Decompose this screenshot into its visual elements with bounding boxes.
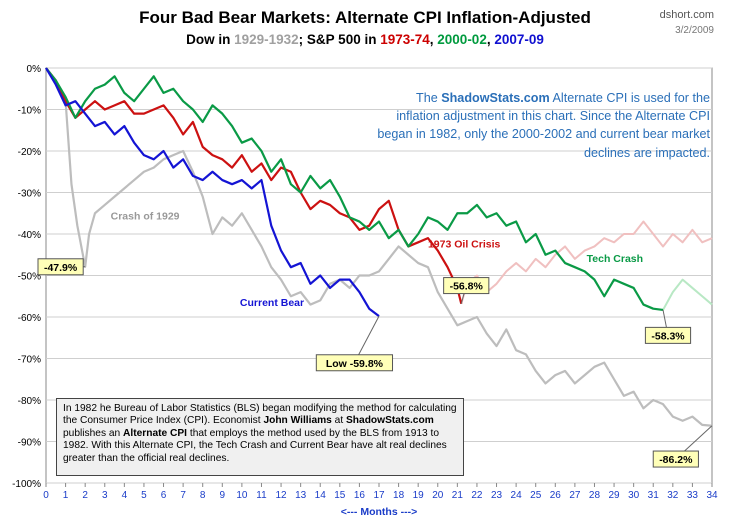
x-tick-label: 19	[413, 490, 425, 501]
series-label: Current Bear	[240, 297, 304, 309]
x-tick-label: 16	[354, 490, 366, 501]
y-tick-label: -40%	[18, 230, 41, 241]
x-tick-label: 3	[102, 490, 108, 501]
x-axis-label: <--- Months --->	[341, 506, 417, 518]
subtitle-part: 1929-1932	[234, 32, 299, 47]
series-line-tech-crash	[45, 67, 664, 312]
y-tick-label: -20%	[18, 147, 41, 158]
annotation-current-bear-text: Low -59.8%	[326, 358, 384, 370]
y-tick-label: 0%	[27, 64, 42, 75]
x-tick-label: 22	[471, 490, 483, 501]
note-text-part: ShadowStats.com	[346, 415, 434, 427]
subtitle-part: ,	[430, 32, 438, 47]
y-tick-label: -50%	[18, 272, 41, 283]
x-tick-label: 1	[63, 490, 69, 501]
x-tick-label: 8	[200, 490, 206, 501]
x-tick-label: 29	[608, 490, 620, 501]
x-tick-label: 25	[530, 490, 542, 501]
note-text-part: that employs the method used by the BLS …	[63, 427, 447, 464]
x-tick-label: 24	[511, 490, 523, 501]
x-tick-label: 0	[43, 490, 49, 501]
subtitle-part: ,	[487, 32, 495, 47]
callout-bold: ShadowStats.com	[441, 91, 550, 105]
series-line-current-bear	[45, 67, 380, 318]
subtitle-part: 2000-02	[437, 32, 487, 47]
series-line-crash-of-1929	[45, 67, 713, 427]
callout-pre: The	[416, 91, 442, 105]
x-tick-label: 14	[315, 490, 327, 501]
x-tick-label: 28	[589, 490, 601, 501]
note-text-part: John Williams	[263, 415, 332, 427]
date-label: 3/2/2009	[675, 25, 714, 36]
x-tick-label: 31	[648, 490, 660, 501]
x-tick-label: 26	[550, 490, 562, 501]
x-tick-label: 27	[569, 490, 581, 501]
faded-series-line	[662, 278, 713, 311]
note-text-part: In 1982 he Bureau of Labor Statistics (B…	[63, 403, 457, 427]
annotation-1973-oil-crisis-box	[443, 277, 490, 295]
crash1929-low-annotation-text: -47.9%	[44, 262, 78, 274]
note-text-part: publishes an	[63, 427, 124, 439]
y-tick-label: -60%	[18, 313, 41, 324]
x-tick-label: 5	[141, 490, 147, 501]
series-label: Crash of 1929	[111, 210, 180, 222]
x-tick-label: 2	[82, 490, 88, 501]
x-tick-label: 10	[236, 490, 248, 501]
y-tick-label: -100%	[12, 479, 41, 490]
x-tick-label: 6	[161, 490, 167, 501]
x-tick-label: 13	[295, 490, 307, 501]
note-text-part: Alternate CPI	[123, 427, 188, 439]
series-label: 1973 Oil Crisis	[428, 238, 501, 250]
x-tick-label: 11	[256, 490, 267, 501]
callout-post: Alternate CPI is used for the inflation …	[377, 91, 710, 160]
chart-subtitle: Dow in 1929-1932; S&P 500 in 1973-74, 20…	[186, 32, 544, 47]
shadowstats-callout: The ShadowStats.com Alternate CPI is use…	[372, 89, 710, 162]
chart-title: Four Bad Bear Markets: Alternate CPI Inf…	[139, 8, 591, 27]
series-line-1973-oil-crisis	[45, 67, 463, 304]
subtitle-part: 1973-74	[380, 32, 430, 47]
series-label: Tech Crash	[587, 253, 643, 265]
annotation-1973-oil-crisis-text: -56.8%	[450, 281, 484, 293]
y-tick-label: -80%	[18, 396, 41, 407]
subtitle-part: Dow in	[186, 32, 234, 47]
annotation-crash-of-1929-box	[652, 450, 699, 468]
x-tick-label: 23	[491, 490, 503, 501]
crash1929-low-annotation-box	[37, 258, 84, 276]
x-tick-label: 7	[180, 490, 186, 501]
note-text-part: at	[331, 415, 347, 427]
annotation-crash-of-1929-text: -86.2%	[659, 454, 693, 466]
annotation-tech-crash-text: -58.3%	[651, 330, 685, 342]
annotation-current-bear-box	[315, 354, 394, 372]
y-tick-label: -30%	[18, 189, 41, 200]
x-tick-label: 32	[667, 490, 679, 501]
annotation-tech-crash-box	[644, 326, 692, 344]
bls-note-box: In 1982 he Bureau of Labor Statistics (B…	[56, 398, 464, 476]
x-tick-label: 21	[452, 490, 464, 501]
y-tick-label: -10%	[18, 106, 41, 117]
x-tick-label: 9	[220, 490, 226, 501]
x-tick-label: 20	[432, 490, 444, 501]
y-tick-label: -70%	[18, 355, 41, 366]
x-tick-label: 18	[393, 490, 405, 501]
subtitle-part: 2007-09	[494, 32, 544, 47]
x-tick-label: 33	[687, 490, 699, 501]
x-tick-label: 17	[373, 490, 385, 501]
x-tick-label: 15	[334, 490, 346, 501]
subtitle-part: ; S&P 500 in	[299, 32, 381, 47]
faded-series-line	[460, 220, 713, 305]
x-tick-label: 34	[706, 490, 718, 501]
site-label: dshort.com	[660, 9, 714, 21]
x-tick-label: 4	[122, 490, 128, 501]
y-tick-label: -90%	[18, 438, 41, 449]
x-tick-label: 12	[275, 490, 287, 501]
x-tick-label: 30	[628, 490, 640, 501]
